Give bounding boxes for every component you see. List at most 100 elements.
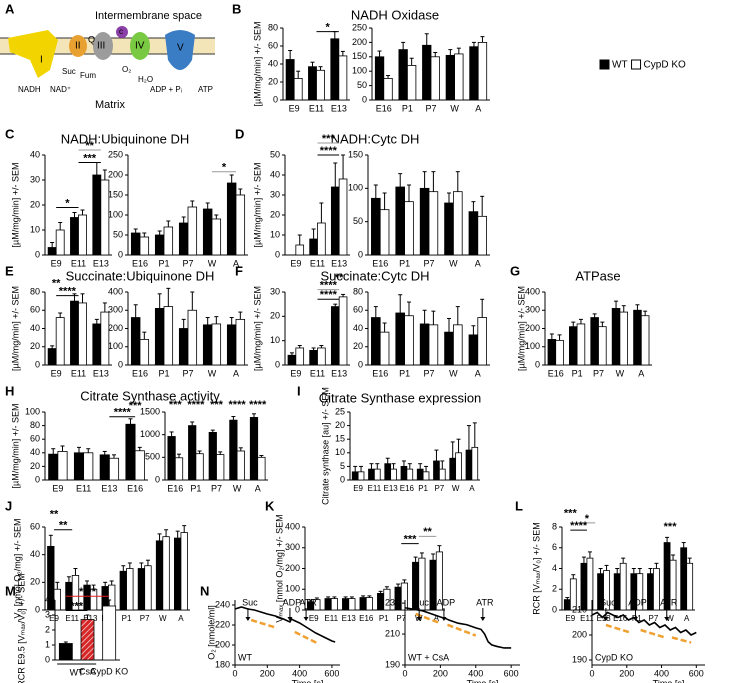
bar	[653, 568, 660, 611]
bar	[317, 222, 326, 256]
bar	[236, 450, 245, 481]
significance-label: ***	[129, 400, 143, 412]
x-tick-label: W	[208, 368, 217, 378]
x-tick-label: E13	[596, 614, 611, 623]
bar	[100, 311, 110, 366]
bar	[155, 540, 164, 611]
bar	[308, 66, 317, 101]
y-axis-label: Citrate synthase [au] +/- SEM	[320, 387, 330, 505]
bar	[471, 446, 479, 481]
bar	[619, 562, 627, 611]
bar	[295, 347, 305, 366]
y-axis-label: [µM/mg/min] +/- SEM	[252, 22, 262, 107]
x-tick-label: E9	[289, 103, 300, 113]
bar	[371, 317, 381, 366]
bar	[130, 232, 141, 256]
bar	[338, 178, 348, 256]
bar	[257, 456, 266, 481]
x-tick-label: 400	[468, 668, 483, 678]
panel-title: Succinate:Cytc DH	[320, 268, 429, 283]
fit-line	[640, 628, 666, 639]
panel-letter: E	[5, 263, 14, 278]
bar	[555, 339, 564, 366]
y-tick-label: 20	[268, 76, 278, 86]
x-tick-label: P1	[379, 614, 389, 623]
bar	[477, 215, 487, 256]
bar	[125, 423, 136, 481]
x-tick-label: P1	[158, 368, 169, 378]
x-tick-label: E13	[93, 258, 109, 268]
event-arrowhead	[441, 617, 447, 621]
significance-label: **	[423, 526, 432, 538]
y-tick-label: 40	[268, 58, 278, 68]
y-tick-label: 10	[270, 229, 280, 239]
y-axis-label: [µM/mg/min] +/- SEM	[516, 286, 526, 371]
metabolite: ADP + Pᵢ	[150, 85, 182, 94]
y-tick-label: 400	[285, 521, 300, 531]
bar	[469, 46, 479, 101]
complex-label: III	[97, 41, 105, 52]
complex-label: I	[40, 55, 43, 66]
x-tick-label: A	[233, 368, 239, 378]
x-tick-label: P7	[211, 483, 222, 493]
bar	[92, 174, 102, 256]
bar	[365, 597, 373, 611]
panel-a: A Intermembrane space I II III IV V Q c …	[0, 1, 215, 111]
bar	[686, 562, 694, 611]
bar	[433, 460, 440, 481]
bar	[590, 317, 599, 366]
bar	[383, 78, 393, 101]
bar	[309, 238, 318, 256]
y-tick-label: 40	[30, 447, 40, 457]
y-tick-label: 300	[108, 305, 123, 315]
y-tick-label: 20	[353, 341, 363, 351]
bar	[640, 315, 650, 366]
panel-letter: J	[5, 498, 12, 513]
bar	[174, 457, 184, 481]
x-tick-label: E9	[51, 258, 62, 268]
label: Intermembrane space	[95, 10, 202, 22]
x-tick-label: E16	[132, 368, 148, 378]
x-tick-label: E11	[368, 484, 382, 493]
fit-line	[447, 623, 477, 637]
significance-label: ****	[79, 586, 97, 598]
panel-letter: G	[510, 263, 520, 278]
bar	[78, 302, 87, 366]
bar	[47, 348, 57, 366]
x-tick-label: E9	[309, 614, 319, 623]
metabolite: O₂	[122, 65, 131, 74]
y-tick-label: 300	[285, 542, 300, 552]
y-axis-label: [µM/mg/min] +/- SEM	[252, 163, 262, 248]
x-axis-label: Time [s]	[653, 678, 685, 683]
panel-letter: K	[265, 498, 275, 513]
bar	[468, 211, 479, 256]
x-tick-label: E9	[353, 484, 363, 493]
bar	[395, 186, 406, 256]
y-tick-label: 30	[270, 189, 280, 199]
x-tick-label: E13	[93, 368, 109, 378]
x-tick-label: 400	[654, 668, 669, 678]
significance-label: ****	[320, 289, 338, 301]
y-tick-label: 100	[108, 341, 123, 351]
bar	[154, 234, 165, 256]
y-tick-label: 30	[30, 174, 40, 184]
bar	[211, 218, 222, 256]
trace-label: CypD KO	[595, 652, 633, 662]
y-tick-label: 80	[30, 420, 40, 430]
bar	[359, 597, 367, 611]
y-tick-label: 250	[108, 149, 123, 159]
bar	[316, 69, 325, 101]
y-tick-label: 150	[352, 51, 367, 61]
y-tick-label: 0	[45, 654, 50, 664]
x-tick-label: P1	[399, 258, 410, 268]
x-tick-label: W	[449, 258, 458, 268]
x-tick-label: E9	[290, 368, 301, 378]
panel-letter: B	[232, 1, 241, 16]
x-tick-label: E16	[613, 614, 628, 623]
bar	[126, 568, 134, 611]
significance-label: *	[326, 22, 331, 34]
panel-title: NADH:Cytc DH	[331, 131, 420, 146]
legend-swatch	[631, 59, 642, 70]
y-tick-label: 3	[45, 609, 50, 619]
significance-label: ****	[320, 145, 338, 157]
